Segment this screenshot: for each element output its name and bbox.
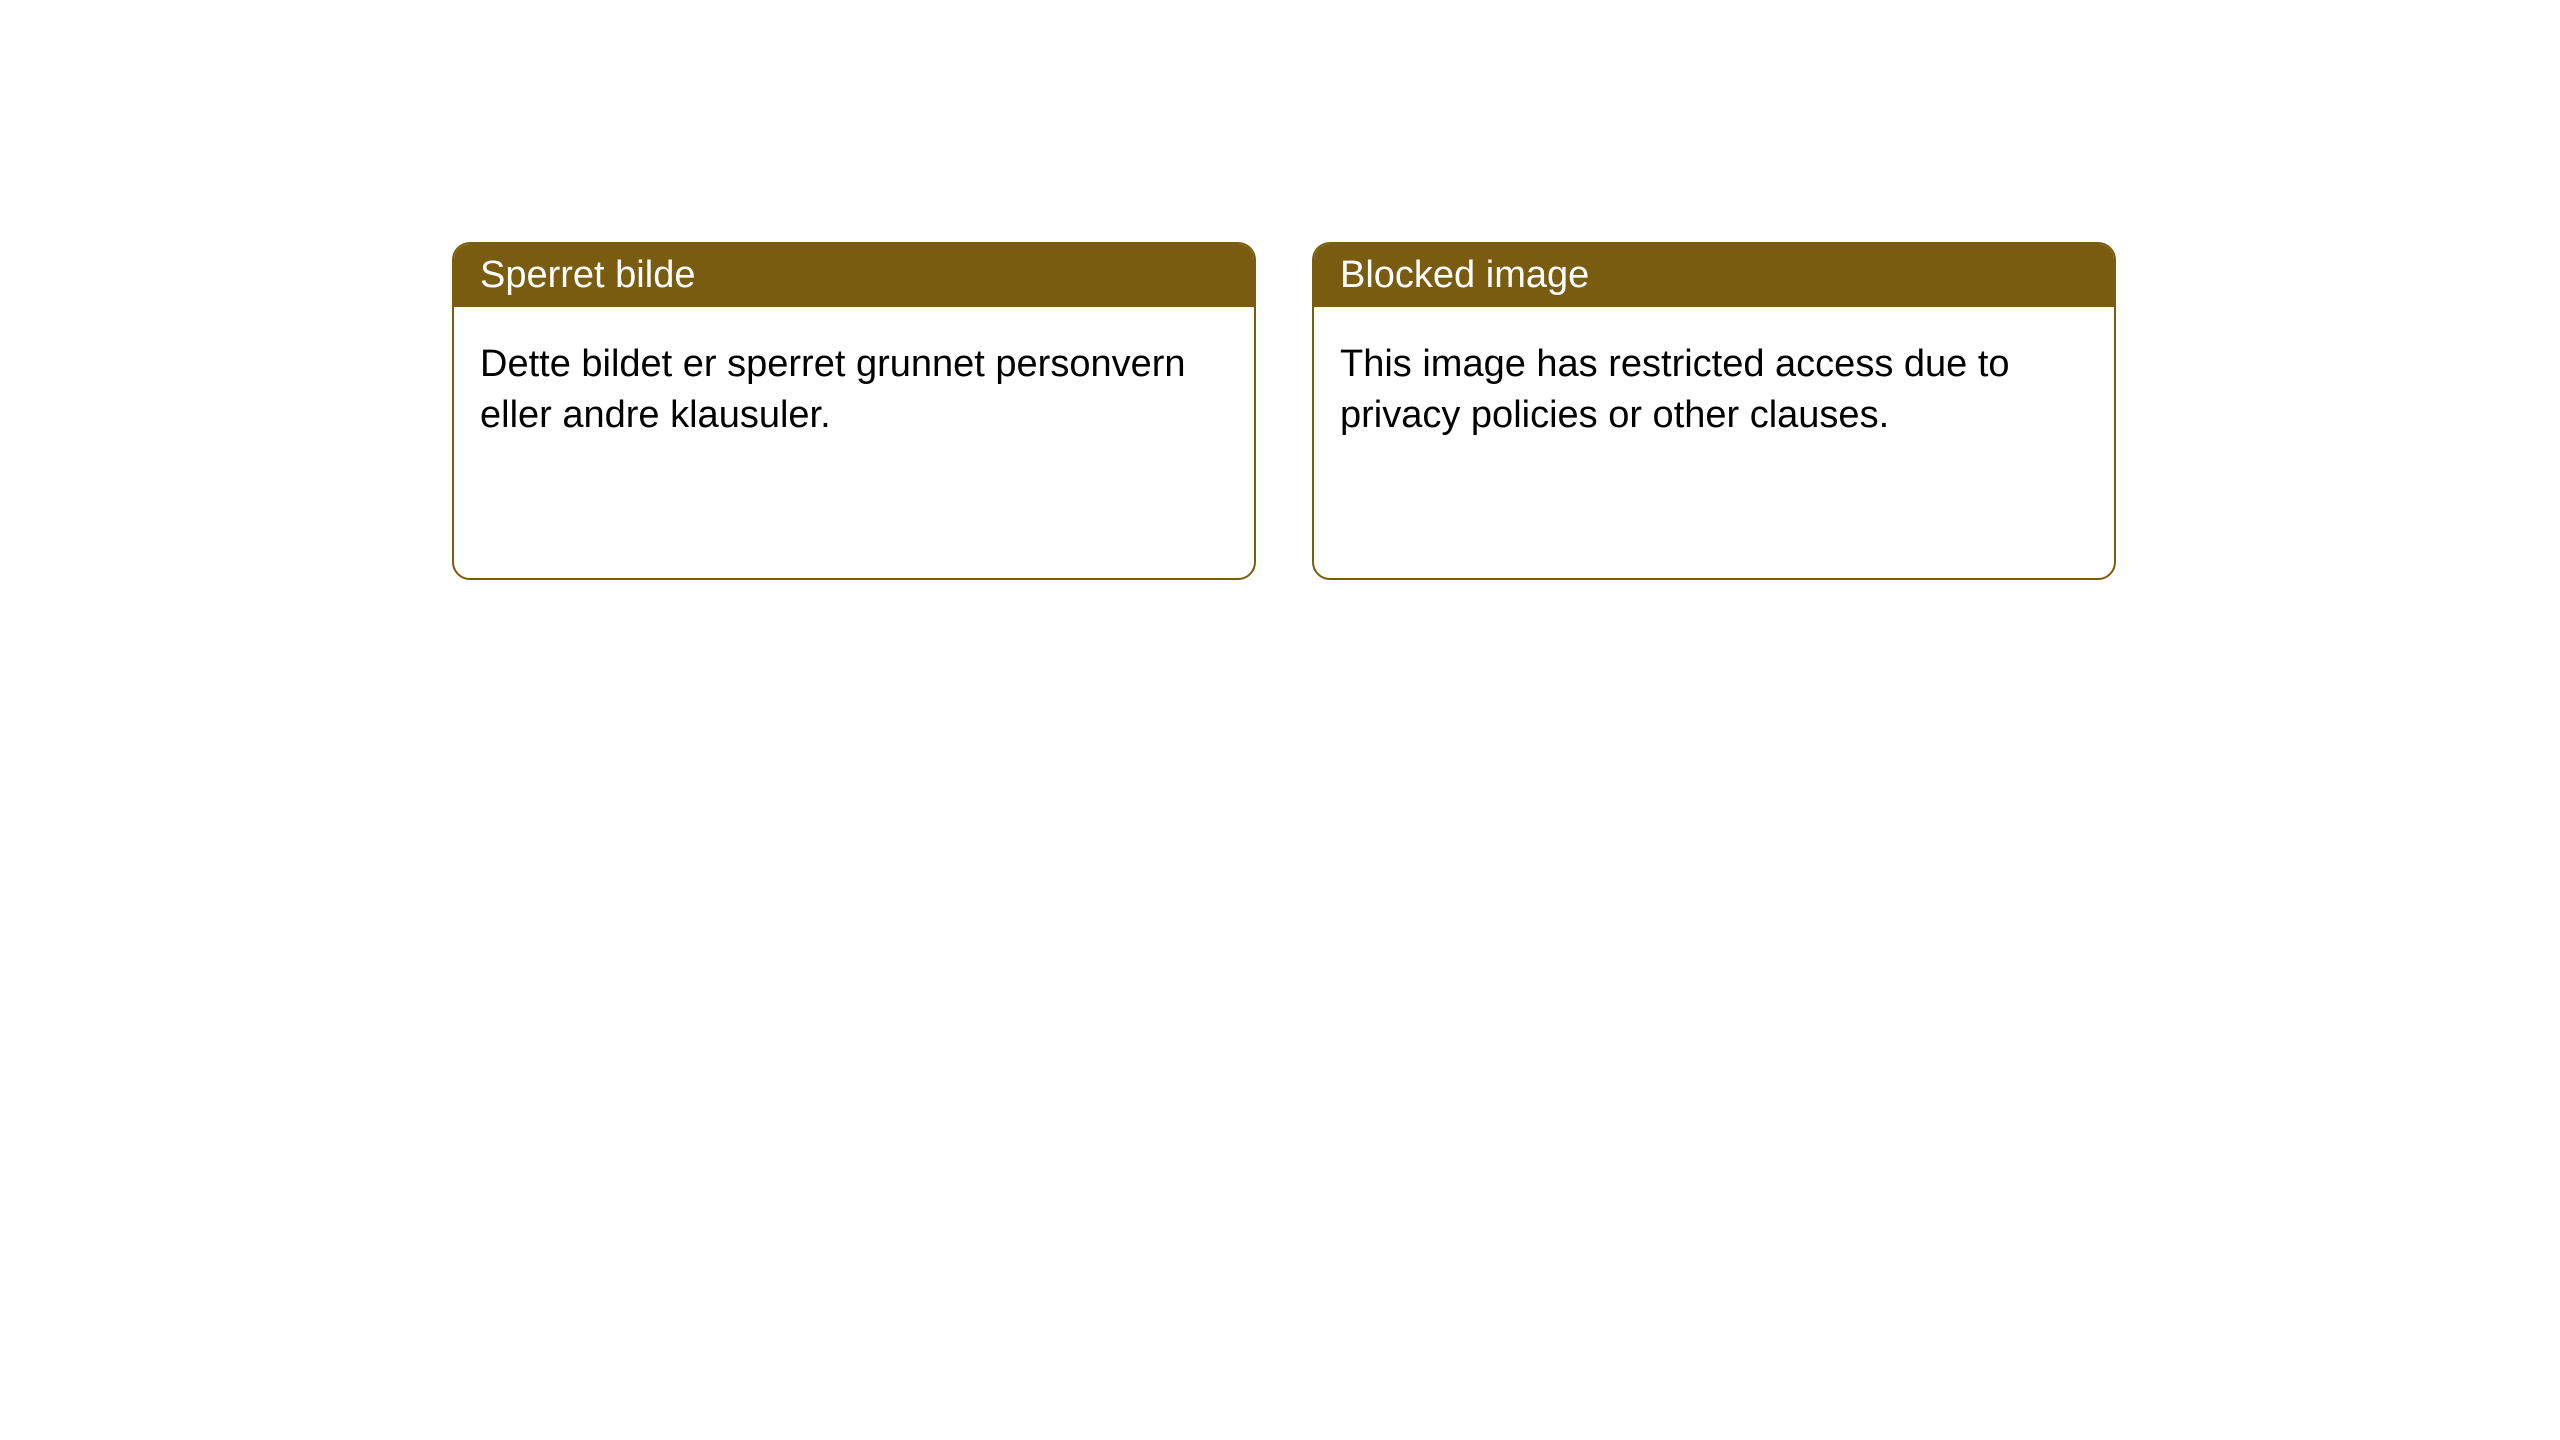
card-header-en: Blocked image	[1314, 244, 2114, 307]
blocked-image-card-no: Sperret bilde Dette bildet er sperret gr…	[452, 242, 1256, 580]
card-header-no: Sperret bilde	[454, 244, 1254, 307]
blocked-image-card-en: Blocked image This image has restricted …	[1312, 242, 2116, 580]
card-body-no: Dette bildet er sperret grunnet personve…	[454, 307, 1254, 474]
card-body-en: This image has restricted access due to …	[1314, 307, 2114, 474]
notice-container: Sperret bilde Dette bildet er sperret gr…	[0, 0, 2560, 580]
